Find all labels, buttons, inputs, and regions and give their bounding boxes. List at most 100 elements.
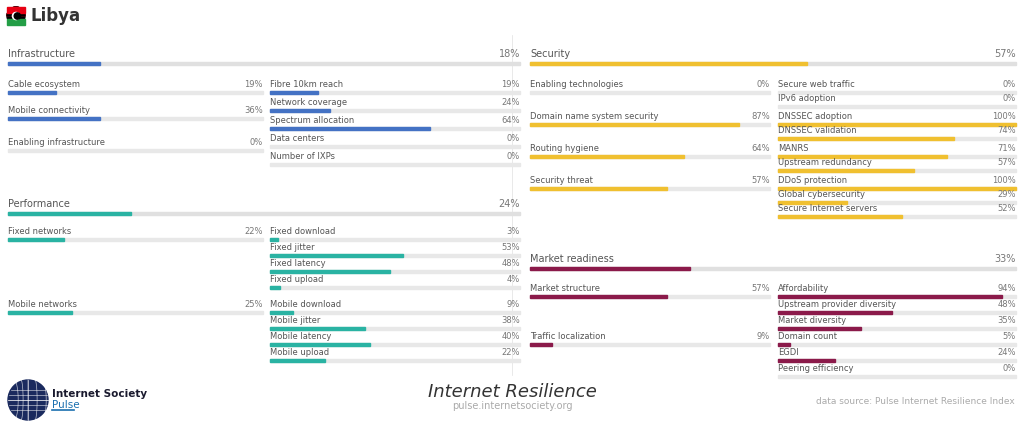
Bar (270, 145, 520, 148)
Bar (270, 327, 520, 330)
Text: 36%: 36% (245, 106, 263, 115)
Text: Internet Resilience: Internet Resilience (428, 383, 596, 401)
Bar (530, 343, 552, 346)
Text: 22%: 22% (502, 348, 520, 357)
Text: Data centers: Data centers (270, 134, 325, 143)
Text: Pulse: Pulse (52, 400, 80, 410)
Bar (778, 187, 1016, 190)
Bar (778, 311, 1016, 314)
Wedge shape (7, 7, 25, 16)
Bar (530, 62, 807, 65)
Text: DNSSEC validation: DNSSEC validation (778, 126, 857, 135)
Text: Upstream provider diversity: Upstream provider diversity (778, 300, 896, 309)
Bar (530, 91, 770, 94)
Bar (270, 163, 520, 166)
Bar (778, 91, 1016, 94)
Bar (530, 267, 1016, 270)
Text: 18%: 18% (499, 49, 520, 59)
Bar (270, 359, 520, 362)
Bar (530, 295, 770, 298)
Bar (530, 187, 770, 190)
Text: data source: Pulse Internet Resilience Index: data source: Pulse Internet Resilience I… (816, 397, 1015, 406)
Bar (778, 201, 847, 204)
Text: 74%: 74% (997, 126, 1016, 135)
Bar (8, 91, 263, 94)
Text: 0%: 0% (1002, 94, 1016, 103)
Text: Peering efficiency: Peering efficiency (778, 364, 853, 373)
Circle shape (14, 13, 20, 19)
Bar (778, 169, 1016, 172)
Bar (270, 91, 317, 94)
Text: 100%: 100% (992, 176, 1016, 185)
Text: Market structure: Market structure (530, 284, 600, 293)
Bar (778, 215, 1016, 218)
Text: IPv6 adoption: IPv6 adoption (778, 94, 836, 103)
Text: EGDI: EGDI (778, 348, 799, 357)
Text: Mobile networks: Mobile networks (8, 300, 77, 309)
Text: 4%: 4% (507, 275, 520, 284)
Text: 0%: 0% (507, 134, 520, 143)
Text: DNSSEC adoption: DNSSEC adoption (778, 112, 852, 121)
Text: Secure Internet servers: Secure Internet servers (778, 204, 878, 213)
Bar (270, 343, 370, 346)
Text: 87%: 87% (752, 112, 770, 121)
Text: Performance: Performance (8, 199, 70, 209)
Text: Routing hygiene: Routing hygiene (530, 144, 599, 153)
Bar (778, 311, 892, 314)
Text: Traffic localization: Traffic localization (530, 332, 605, 341)
Text: 52%: 52% (997, 204, 1016, 213)
Text: 0%: 0% (250, 138, 263, 147)
Text: Affordability: Affordability (778, 284, 829, 293)
Bar (270, 91, 520, 94)
Bar (270, 109, 520, 112)
Bar (778, 201, 1016, 204)
Text: Fixed latency: Fixed latency (270, 259, 326, 268)
Text: Internet Society: Internet Society (52, 389, 147, 399)
Bar (270, 127, 520, 130)
Bar (8, 311, 263, 314)
Text: 9%: 9% (507, 300, 520, 309)
Bar (8, 311, 72, 314)
Text: pulse.internetsociety.org: pulse.internetsociety.org (452, 401, 572, 411)
Text: Network coverage: Network coverage (270, 98, 347, 107)
Bar (778, 155, 947, 158)
Bar (530, 295, 667, 298)
Text: 19%: 19% (245, 80, 263, 89)
Text: 38%: 38% (502, 316, 520, 325)
Text: 94%: 94% (997, 284, 1016, 293)
Bar (778, 123, 1016, 126)
Text: Enabling technologies: Enabling technologies (530, 80, 624, 89)
Text: Fibre 10km reach: Fibre 10km reach (270, 80, 343, 89)
Text: 57%: 57% (997, 158, 1016, 167)
Text: 9%: 9% (757, 332, 770, 341)
Text: 35%: 35% (997, 316, 1016, 325)
Text: Security: Security (530, 49, 570, 59)
Text: 0%: 0% (1002, 364, 1016, 373)
Bar (778, 215, 902, 218)
Text: 57%: 57% (994, 49, 1016, 59)
Circle shape (7, 7, 25, 25)
Text: 64%: 64% (502, 116, 520, 125)
Bar (778, 359, 836, 362)
Text: 24%: 24% (997, 348, 1016, 357)
Text: Mobile jitter: Mobile jitter (270, 316, 321, 325)
Bar (530, 123, 770, 126)
Bar (270, 127, 430, 130)
Bar (530, 155, 684, 158)
Bar (530, 62, 1016, 65)
Bar (778, 375, 1016, 378)
Bar (778, 105, 1016, 108)
Bar (8, 62, 520, 65)
Bar (778, 295, 1016, 298)
Text: Fixed download: Fixed download (270, 227, 336, 236)
Text: Infrastructure: Infrastructure (8, 49, 75, 59)
Text: 0%: 0% (757, 80, 770, 89)
Text: DDoS protection: DDoS protection (778, 176, 847, 185)
Text: 48%: 48% (997, 300, 1016, 309)
Text: Enabling infrastructure: Enabling infrastructure (8, 138, 105, 147)
Text: 22%: 22% (245, 227, 263, 236)
Bar (8, 212, 131, 215)
Text: Mobile connectivity: Mobile connectivity (8, 106, 90, 115)
Text: Spectrum allocation: Spectrum allocation (270, 116, 354, 125)
Bar (270, 286, 520, 289)
